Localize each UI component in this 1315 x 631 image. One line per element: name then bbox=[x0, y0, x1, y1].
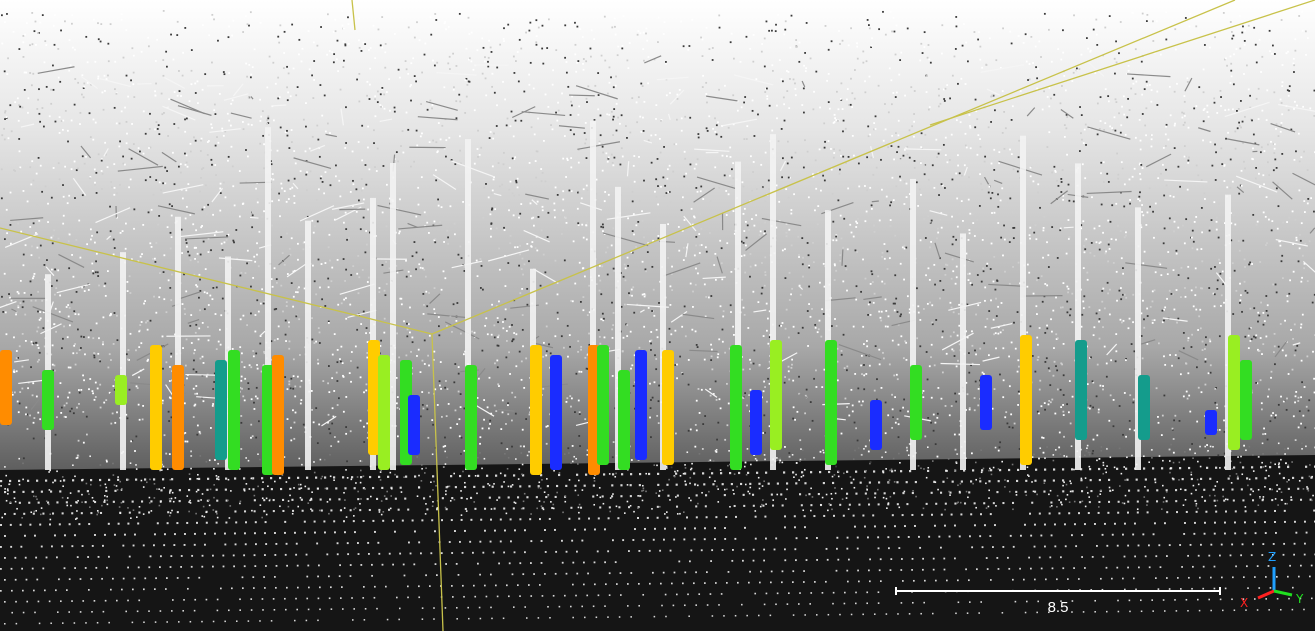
scale-bar-label: 8.5 bbox=[1047, 599, 1069, 616]
axis-triad[interactable]: Z X Y bbox=[1234, 545, 1312, 613]
x-axis-line bbox=[1257, 589, 1275, 600]
scale-bar-tick-right bbox=[1219, 587, 1221, 595]
z-axis-label: Z bbox=[1268, 550, 1276, 564]
scale-bar-line bbox=[895, 590, 1221, 592]
x-axis-label: X bbox=[1240, 596, 1248, 610]
ground-points bbox=[0, 442, 1315, 631]
scale-bar: 8.5 bbox=[895, 587, 1225, 617]
scale-bar-tick-left bbox=[895, 587, 897, 595]
y-axis-line bbox=[1273, 589, 1293, 597]
segmented-stems bbox=[0, 335, 1252, 475]
y-axis-label: Y bbox=[1295, 592, 1304, 606]
